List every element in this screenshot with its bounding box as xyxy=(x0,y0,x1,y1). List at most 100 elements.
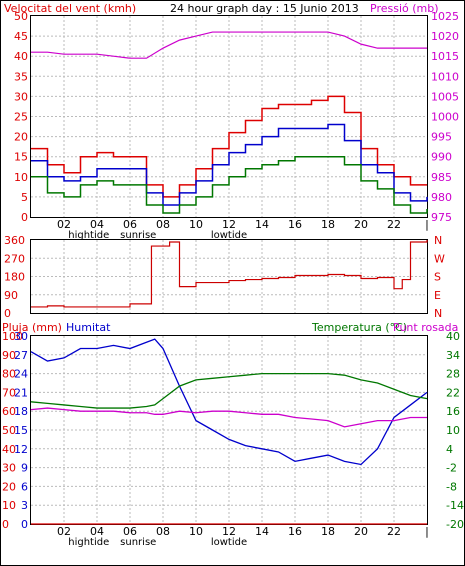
pressure-tick-label: 1000 xyxy=(431,111,459,124)
rain-tick-label: 50 xyxy=(2,424,16,437)
x-tick-label: 12 xyxy=(222,525,236,538)
humidity-tick-label: 27 xyxy=(14,349,28,362)
rain-tick-label: 40 xyxy=(2,443,16,456)
direction-tick-label: 0 xyxy=(4,307,11,320)
pressure-tick-label: 990 xyxy=(431,151,452,164)
x-tick-label: 22 xyxy=(387,525,401,538)
tide-label: hightide xyxy=(68,230,109,241)
x-tick-label: 14 xyxy=(255,525,269,538)
temperature-tick-label: 16 xyxy=(446,405,460,418)
wind-tick-label: 35 xyxy=(14,70,28,83)
direction-tick-label: 360 xyxy=(4,234,25,247)
wind-tick-label: 25 xyxy=(14,111,28,124)
x-tick-label: 10 xyxy=(189,218,203,231)
temperature-legend: Temperatura (°C) xyxy=(311,321,407,334)
panel-direction-frame xyxy=(30,239,428,314)
x-tick-label: 02 xyxy=(57,525,71,538)
dewpoint-legend: Punt rosada xyxy=(393,321,458,334)
humidity-legend: Humitat xyxy=(66,321,111,334)
series-marks xyxy=(30,31,428,525)
pressure-tick-label: 975 xyxy=(431,211,452,224)
tide-label: sunrise xyxy=(120,230,156,241)
temperature-tick-label: 28 xyxy=(446,368,460,381)
x-tick-label: 06 xyxy=(123,218,137,231)
humidity-tick-label: 12 xyxy=(14,443,28,456)
temperature-tick-label: -2 xyxy=(446,462,457,475)
rain-tick-label: 0 xyxy=(2,518,9,531)
tide-label: lowtide xyxy=(211,230,247,241)
humidity-tick-label: 18 xyxy=(14,405,28,418)
x-tick-label: 04 xyxy=(90,525,104,538)
series-line-direction xyxy=(31,240,428,308)
pressure-tick-label: 985 xyxy=(431,171,452,184)
x-tick-label: 16 xyxy=(288,218,302,231)
x-tick-label: 06 xyxy=(123,525,137,538)
temperature-tick-label: -20 xyxy=(446,518,464,531)
rain-tick-label: 30 xyxy=(2,462,16,475)
temperature-tick-label: 10 xyxy=(446,424,460,437)
pressure-axis-label: Pressió (mb) xyxy=(370,2,439,15)
panel-wind-frame xyxy=(30,15,428,218)
x-tick-label: 18 xyxy=(321,218,335,231)
pressure-tick-label: 995 xyxy=(431,131,452,144)
pressure-tick-label: 1015 xyxy=(431,50,459,63)
chart-title: 24 hour graph day : 15 Junio 2013 xyxy=(170,2,359,15)
humidity-tick-label: 9 xyxy=(21,462,28,475)
x-tick-label: 04 xyxy=(90,218,104,231)
wind-tick-label: 15 xyxy=(14,151,28,164)
humidity-tick-label: 0 xyxy=(21,518,28,531)
wind-tick-label: 20 xyxy=(14,131,28,144)
compass-tick-label: N xyxy=(434,234,442,247)
wind-tick-label: 45 xyxy=(14,30,28,43)
humidity-tick-label: 6 xyxy=(21,480,28,493)
x-tick-label: 12 xyxy=(222,218,236,231)
tide-label: sunrise xyxy=(120,537,156,548)
series-line-dewpoint xyxy=(30,407,427,428)
compass-tick-label: W xyxy=(434,252,445,265)
x-tick-label: | xyxy=(425,525,429,538)
wind-tick-label: 0 xyxy=(21,211,28,224)
x-tick-label: 18 xyxy=(321,525,335,538)
series-line-temperature xyxy=(30,372,428,409)
pressure-tick-label: 1005 xyxy=(431,90,459,103)
series-line-wind_low xyxy=(31,155,428,214)
temperature-tick-label: 4 xyxy=(446,443,453,456)
rain-tick-label: 70 xyxy=(2,386,16,399)
x-tick-label: 08 xyxy=(156,525,170,538)
direction-tick-label: 180 xyxy=(4,271,25,284)
humidity-tick-label: 3 xyxy=(21,499,28,512)
wind-tick-label: 50 xyxy=(14,10,28,23)
x-tick-label: 02 xyxy=(57,218,71,231)
rain-axis-label: Pluja (mm) xyxy=(2,321,62,334)
pressure-tick-label: 1010 xyxy=(431,70,459,83)
tide-label: hightide xyxy=(68,537,109,548)
series-line-pressure xyxy=(31,31,427,59)
series-line-wind_avg xyxy=(31,123,428,206)
series-line-wind_gust xyxy=(31,95,427,198)
axis-tick-labels: 0510152025303540455097598098599099510001… xyxy=(2,10,464,548)
direction-tick-label: 90 xyxy=(4,289,18,302)
wind-tick-label: 40 xyxy=(14,50,28,63)
x-tick-label: 14 xyxy=(255,218,269,231)
compass-tick-label: N xyxy=(434,307,442,320)
x-tick-label: 10 xyxy=(189,525,203,538)
temperature-tick-label: 22 xyxy=(446,386,460,399)
humidity-tick-label: 30 xyxy=(14,330,28,343)
x-tick-label: | xyxy=(425,218,429,231)
x-tick-label: 22 xyxy=(387,218,401,231)
compass-tick-label: S xyxy=(434,271,441,284)
x-tick-label: 08 xyxy=(156,218,170,231)
rain-tick-label: 60 xyxy=(2,405,16,418)
x-tick-label: 20 xyxy=(354,218,368,231)
x-tick-label: 20 xyxy=(354,525,368,538)
pressure-tick-label: 1020 xyxy=(431,30,459,43)
tide-label: lowtide xyxy=(211,537,247,548)
rain-tick-label: 10 xyxy=(2,499,16,512)
wind-tick-label: 30 xyxy=(14,90,28,103)
temperature-tick-label: -14 xyxy=(446,499,464,512)
wind-tick-label: 5 xyxy=(21,191,28,204)
temperature-tick-label: 34 xyxy=(446,349,460,362)
rain-tick-label: 90 xyxy=(2,349,16,362)
temperature-tick-label: 40 xyxy=(446,330,460,343)
